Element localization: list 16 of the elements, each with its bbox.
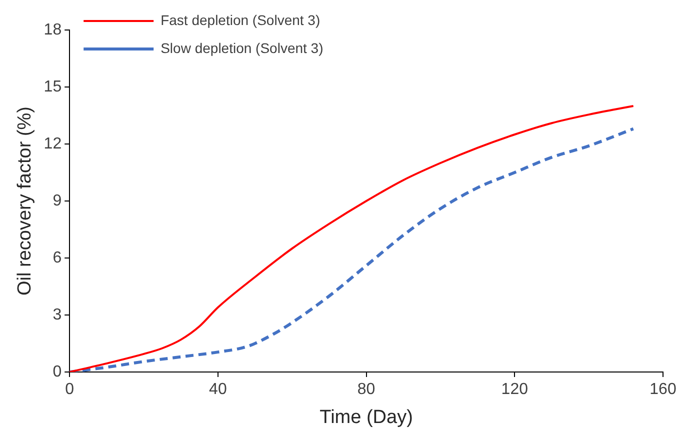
x-axis-title: Time (Day) [320,406,413,428]
y-tick-label: 3 [52,306,62,324]
x-tick-label: 160 [650,381,676,398]
legend-label: Slow depletion (Solvent 3) [160,40,324,56]
x-tick-label: 120 [501,381,528,398]
y-tick-label: 6 [52,249,62,266]
y-tick-label: 9 [52,192,62,210]
x-tick-label: 0 [65,381,74,398]
y-tick-label: 18 [44,21,62,38]
y-axis-title: Oil recovery factor (%) [14,106,36,296]
y-tick-label: 15 [44,78,62,96]
x-tick-label: 80 [357,381,376,398]
legend-label: Fast depletion (Solvent 3) [160,12,320,28]
x-tick-label: 40 [209,381,227,398]
y-tick-label: 0 [52,363,62,380]
y-tick-label: 12 [44,135,62,152]
